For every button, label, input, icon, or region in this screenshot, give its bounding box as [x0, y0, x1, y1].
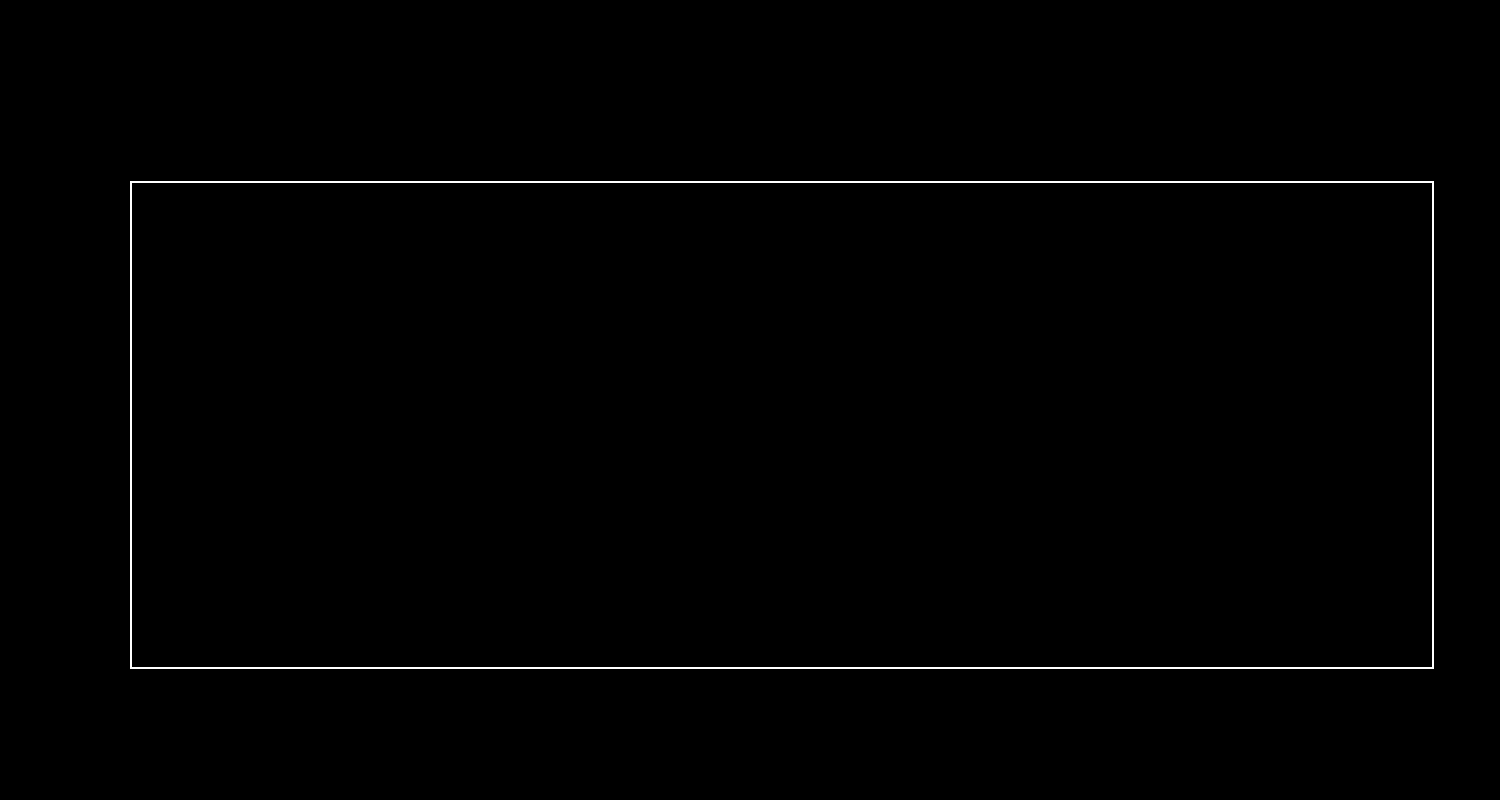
- legend-item-quiet: [130, 133, 175, 166]
- quiet-color-swatch: [130, 133, 163, 166]
- plot-frame: [130, 181, 1434, 669]
- legend-item-disturbed: [345, 133, 390, 166]
- disturbed-color-swatch: [345, 133, 378, 166]
- geomagnetic-storm-color-swatch: [617, 133, 650, 166]
- legend-item-geomagnetic-storm: [617, 133, 662, 166]
